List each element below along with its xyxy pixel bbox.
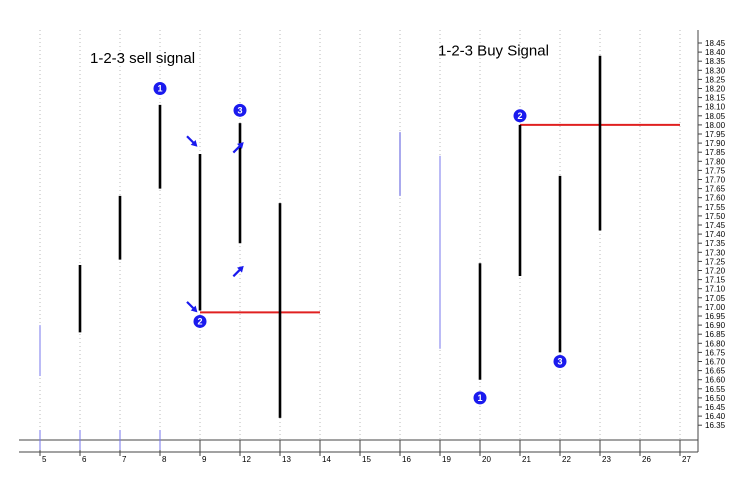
y-tick-label: 18.40 (705, 48, 726, 57)
y-tick-label: 16.60 (705, 376, 726, 385)
y-tick-label: 18.30 (705, 66, 726, 75)
x-tick-label: 20 (482, 455, 491, 464)
marker-1-badge (473, 391, 487, 405)
y-tick-label: 18.05 (705, 112, 726, 121)
arrow-down-right-icon (186, 301, 198, 313)
y-tick-label: 16.65 (705, 367, 726, 376)
y-tick-label: 17.10 (705, 285, 726, 294)
marker-3-badge (553, 355, 567, 368)
grid-layer (39, 30, 681, 440)
y-tick-label: 17.95 (705, 130, 726, 139)
y-tick-label: 16.70 (705, 358, 726, 367)
y-tick-label: 18.15 (705, 94, 726, 103)
y-tick-label: 17.65 (705, 185, 726, 194)
y-tick-label: 18.35 (705, 57, 726, 66)
x-tick-label: 5 (42, 455, 47, 464)
y-tick-label: 17.85 (705, 148, 726, 157)
x-tick-label: 26 (642, 455, 651, 464)
x-tick-label: 14 (322, 455, 331, 464)
sell-signal-title: 1-2-3 sell signal (90, 50, 195, 67)
arrow-up-right-icon (232, 142, 244, 154)
y-tick-label: 17.35 (705, 239, 726, 248)
x-tick-label: 6 (82, 455, 87, 464)
y-tick-label: 16.80 (705, 339, 726, 348)
marker-1-badge (153, 82, 167, 95)
arrow-head (237, 265, 244, 273)
buy-signal-title: 1-2-3 Buy Signal (438, 43, 549, 60)
arrow-head (237, 142, 244, 149)
y-tick-label: 17.55 (705, 203, 726, 212)
y-tick-label: 16.40 (705, 412, 726, 421)
y-tick-label: 17.00 (705, 303, 726, 312)
y-tick-label: 17.60 (705, 194, 726, 203)
y-tick-label: 18.20 (705, 85, 726, 94)
y-tick-label: 16.90 (705, 321, 726, 330)
x-tick-label: 8 (162, 455, 167, 464)
marker-3-badge (233, 103, 247, 117)
y-tick-label: 16.55 (705, 385, 726, 394)
y-tick-label: 17.40 (705, 230, 726, 239)
x-tick-label: 23 (602, 455, 611, 464)
x-tick-label: 15 (362, 455, 371, 464)
y-tick-label: 17.75 (705, 166, 726, 175)
y-tick-label: 18.10 (705, 103, 726, 112)
x-tick-label: 22 (562, 455, 571, 464)
marker-2-label: 2 (517, 111, 522, 121)
y-tick-label: 16.50 (705, 394, 726, 403)
y-tick-label: 17.45 (705, 221, 726, 230)
y-tick-label: 16.45 (705, 403, 726, 412)
y-tick-label: 17.70 (705, 176, 726, 185)
y-tick-label: 17.20 (705, 267, 726, 276)
y-tick-label: 16.75 (705, 348, 726, 357)
marker-2-badge (193, 314, 207, 328)
y-tick-label: 17.50 (705, 212, 726, 221)
marker-1-label: 1 (157, 84, 162, 94)
y-tick-label: 17.30 (705, 248, 726, 257)
arrow-head (190, 305, 198, 313)
marker-3-label: 3 (237, 106, 242, 116)
marker-3-label: 3 (557, 357, 562, 367)
arrow-head (190, 139, 198, 147)
price-bars (39, 55, 602, 418)
y-tick-label: 16.95 (705, 312, 726, 321)
x-tick-label: 13 (282, 455, 291, 464)
y-tick-label: 18.45 (705, 39, 726, 48)
marker-2-label: 2 (197, 317, 202, 327)
arrow-down-right-icon (186, 135, 198, 147)
y-tick-label: 17.05 (705, 294, 726, 303)
annotations: 1-2-3 sell signal 1-2-3 Buy Signal 1 2 3 1 2 3 (90, 43, 567, 405)
axis-layer: 18.4518.4018.3518.3018.2518.2018.1518.10… (19, 30, 726, 464)
y-tick-label: 16.35 (705, 421, 726, 430)
y-tick-label: 17.25 (705, 257, 726, 266)
x-tick-label: 27 (682, 455, 691, 464)
x-tick-label: 21 (522, 455, 531, 464)
arrow-up-right-icon (232, 265, 244, 278)
x-tick-label: 19 (442, 455, 451, 464)
y-tick-label: 17.90 (705, 139, 726, 148)
y-tick-label: 18.00 (705, 121, 726, 130)
x-tick-label: 12 (242, 455, 251, 464)
y-tick-label: 16.85 (705, 330, 726, 339)
y-tick-label: 17.80 (705, 157, 726, 166)
y-tick-label: 18.25 (705, 75, 726, 84)
marker-1-label: 1 (477, 393, 482, 403)
x-tick-label: 7 (122, 455, 127, 464)
x-tick-label: 16 (402, 455, 411, 464)
y-tick-label: 17.15 (705, 276, 726, 285)
x-tick-label: 9 (202, 455, 207, 464)
marker-2-badge (513, 109, 527, 123)
